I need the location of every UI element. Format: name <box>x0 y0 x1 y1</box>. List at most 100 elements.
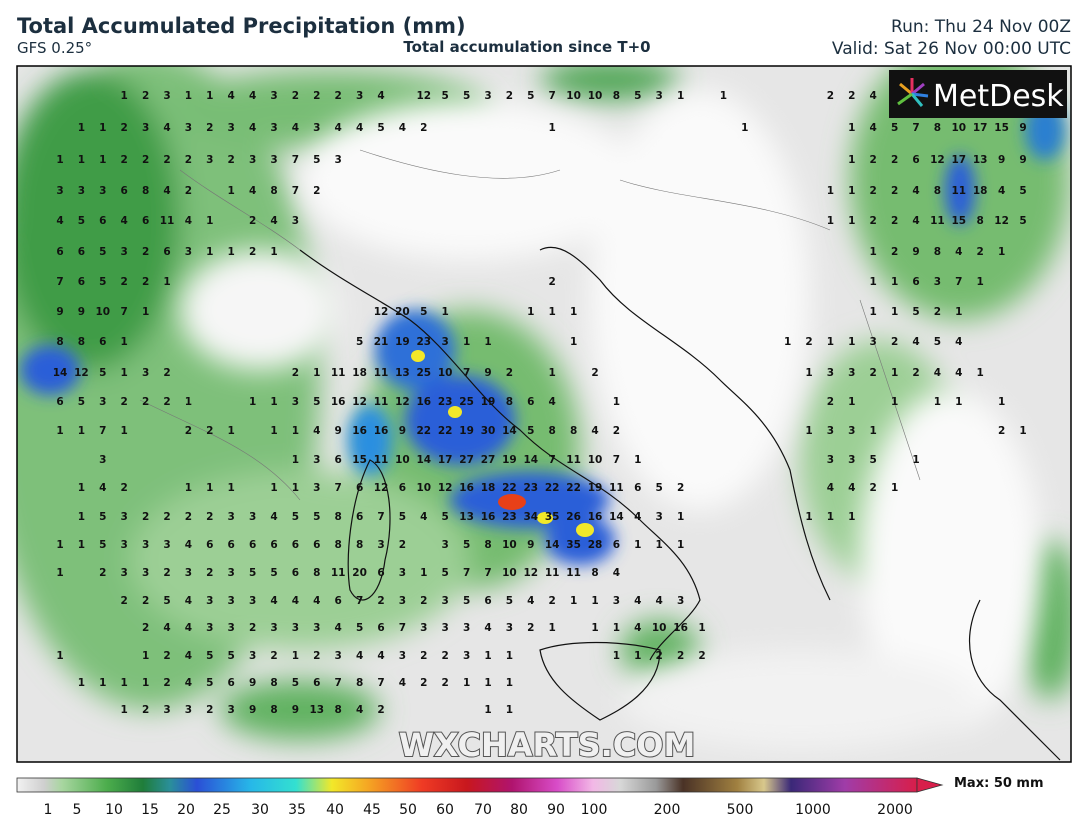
precip-value: 9 <box>912 246 919 258</box>
precip-value: 1 <box>99 154 106 166</box>
precip-value: 3 <box>292 622 299 634</box>
precip-value: 1 <box>185 90 192 102</box>
precip-value: 10 <box>502 567 517 579</box>
precip-value: 2 <box>121 595 128 607</box>
precip-value: 2 <box>934 306 941 318</box>
precip-value: 3 <box>335 154 342 166</box>
colorbar-label: 500 <box>727 802 754 818</box>
precip-value: 6 <box>78 246 85 258</box>
precip-value: 3 <box>848 454 855 466</box>
precip-value: 3 <box>142 567 149 579</box>
precip-value: 1 <box>56 154 63 166</box>
precip-value: 1 <box>185 482 192 494</box>
precip-value: 3 <box>313 482 320 494</box>
precip-value: 4 <box>912 336 919 348</box>
precip-value: 6 <box>613 539 620 551</box>
precip-value: 1 <box>484 650 491 662</box>
precip-value: 4 <box>934 367 941 379</box>
colorbar-label: 90 <box>547 802 565 818</box>
colorbar <box>16 777 918 793</box>
precip-value: 1 <box>613 622 620 634</box>
precip-value: 3 <box>399 595 406 607</box>
precip-value: 7 <box>377 677 384 689</box>
precip-value: 11 <box>951 185 966 197</box>
precip-value: 2 <box>163 677 170 689</box>
precip-value: 1 <box>848 511 855 523</box>
precip-value: 4 <box>163 185 170 197</box>
precip-value: 7 <box>377 511 384 523</box>
precip-value: 4 <box>56 215 63 227</box>
precip-value: 8 <box>356 539 363 551</box>
precip-value: 1 <box>891 482 898 494</box>
precip-value: 2 <box>121 276 128 288</box>
precip-value: 11 <box>374 396 389 408</box>
precip-value: 1 <box>848 185 855 197</box>
precip-value: 2 <box>891 185 898 197</box>
value-grid: 1 2 3 1 1 4 4 3 2 2 2 3 4 12 5 5 3 2 5 7 10 10 8 5 3 1 1 2 2 41 1 2 3 4 3 2… <box>53 90 1027 716</box>
precip-value: 6 <box>249 539 256 551</box>
precip-value: 4 <box>591 425 598 437</box>
precip-value: 6 <box>292 539 299 551</box>
precip-value: 3 <box>292 396 299 408</box>
precip-value: 3 <box>121 511 128 523</box>
precip-value: 5 <box>934 336 941 348</box>
precip-value: 1 <box>56 650 63 662</box>
precip-value: 4 <box>634 595 641 607</box>
precip-value: 10 <box>502 539 517 551</box>
precip-value: 2 <box>142 276 149 288</box>
precip-value: 8 <box>484 539 491 551</box>
precip-value: 5 <box>99 539 106 551</box>
precip-value: 3 <box>206 622 213 634</box>
precip-value: 5 <box>99 246 106 258</box>
precip-value: 14 <box>416 454 431 466</box>
precip-value: 4 <box>484 622 491 634</box>
colorbar-label: 40 <box>326 802 344 818</box>
precip-value: 30 <box>481 425 496 437</box>
precip-value: 1 <box>506 704 513 716</box>
precip-value: 7 <box>56 276 63 288</box>
precip-value: 7 <box>463 567 470 579</box>
precip-value: 1 <box>121 336 128 348</box>
precip-value: 22 <box>502 482 517 494</box>
precip-value: 9 <box>249 677 256 689</box>
precip-value: 10 <box>438 367 453 379</box>
precip-value: 23 <box>416 336 431 348</box>
precip-value: 9 <box>56 306 63 318</box>
precip-value: 1 <box>805 367 812 379</box>
precip-value: 4 <box>634 511 641 523</box>
precip-value: 14 <box>609 511 624 523</box>
precip-value: 1 <box>270 396 277 408</box>
colorbar-label: 30 <box>251 802 269 818</box>
precip-value: 4 <box>848 482 855 494</box>
precip-value: 1 <box>955 306 962 318</box>
precip-value: 4 <box>270 595 277 607</box>
precip-value: 5 <box>99 511 106 523</box>
precip-value: 2 <box>142 704 149 716</box>
precip-value: 2 <box>142 154 149 166</box>
precip-value: 19 <box>395 336 410 348</box>
precip-value: 2 <box>228 154 235 166</box>
precip-value: 23 <box>523 482 538 494</box>
precip-value: 19 <box>481 396 496 408</box>
precip-value: 2 <box>677 482 684 494</box>
subtitle: Total accumulation since T+0 <box>403 38 650 56</box>
precip-value: 18 <box>481 482 496 494</box>
precip-value: 1 <box>78 122 85 134</box>
map-frame <box>16 65 1072 763</box>
precip-value: 2 <box>506 90 513 102</box>
precip-value: 3 <box>656 90 663 102</box>
precip-value: 22 <box>438 425 453 437</box>
precip-value: 3 <box>827 454 834 466</box>
precip-value: 12 <box>523 567 538 579</box>
colorbar-label: 25 <box>213 802 231 818</box>
precip-value: 22 <box>416 425 431 437</box>
precip-value: 1 <box>206 482 213 494</box>
colorbar-label: 100 <box>581 802 608 818</box>
precip-value: 2 <box>698 650 705 662</box>
precip-value: 3 <box>121 567 128 579</box>
precip-value: 5 <box>356 336 363 348</box>
precip-value: 1 <box>591 622 598 634</box>
precip-value: 2 <box>270 650 277 662</box>
